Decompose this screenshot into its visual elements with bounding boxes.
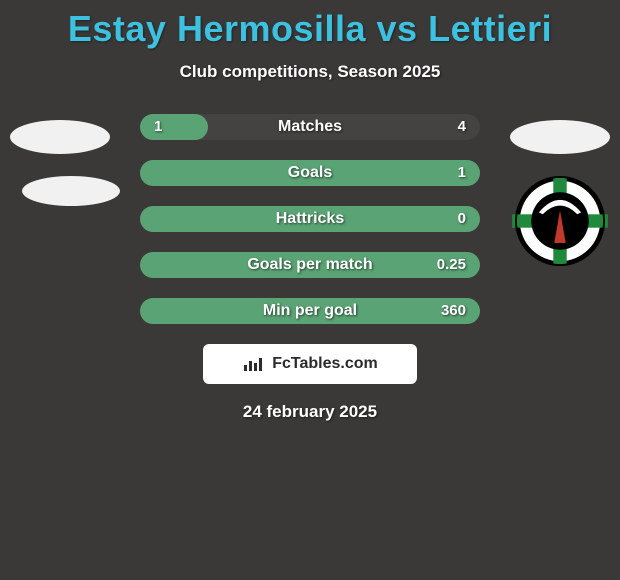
footer-date: 24 february 2025 xyxy=(0,402,620,422)
stat-row: 1Matches4 xyxy=(140,114,480,140)
team-left-avatar-placeholder xyxy=(22,176,120,206)
stat-row: Goals1 xyxy=(140,160,480,186)
stat-label: Matches xyxy=(140,114,480,140)
stats-bars: 1Matches4 Goals1 Hattricks0 Goals per ma… xyxy=(140,114,480,324)
stat-value-right: 4 xyxy=(458,114,466,140)
stat-value-right: 0.25 xyxy=(437,252,466,278)
stat-row: Hattricks0 xyxy=(140,206,480,232)
bars-icon xyxy=(242,355,266,373)
stat-value-right: 0 xyxy=(458,206,466,232)
stat-value-right: 360 xyxy=(441,298,466,324)
source-logo: FcTables.com xyxy=(203,344,417,384)
player-left-avatar-placeholder xyxy=(10,120,110,154)
page-subtitle: Club competitions, Season 2025 xyxy=(0,62,620,82)
stat-label: Goals xyxy=(140,160,480,186)
stat-label: Goals per match xyxy=(140,252,480,278)
stat-row: Goals per match0.25 xyxy=(140,252,480,278)
stat-value-right: 1 xyxy=(458,160,466,186)
page-title: Estay Hermosilla vs Lettieri xyxy=(0,0,620,50)
stat-label: Hattricks xyxy=(140,206,480,232)
player-right-avatar-placeholder xyxy=(510,120,610,154)
stat-row: Min per goal360 xyxy=(140,298,480,324)
source-logo-text: FcTables.com xyxy=(272,355,378,373)
team-right-badge xyxy=(512,176,608,266)
stat-label: Min per goal xyxy=(140,298,480,324)
